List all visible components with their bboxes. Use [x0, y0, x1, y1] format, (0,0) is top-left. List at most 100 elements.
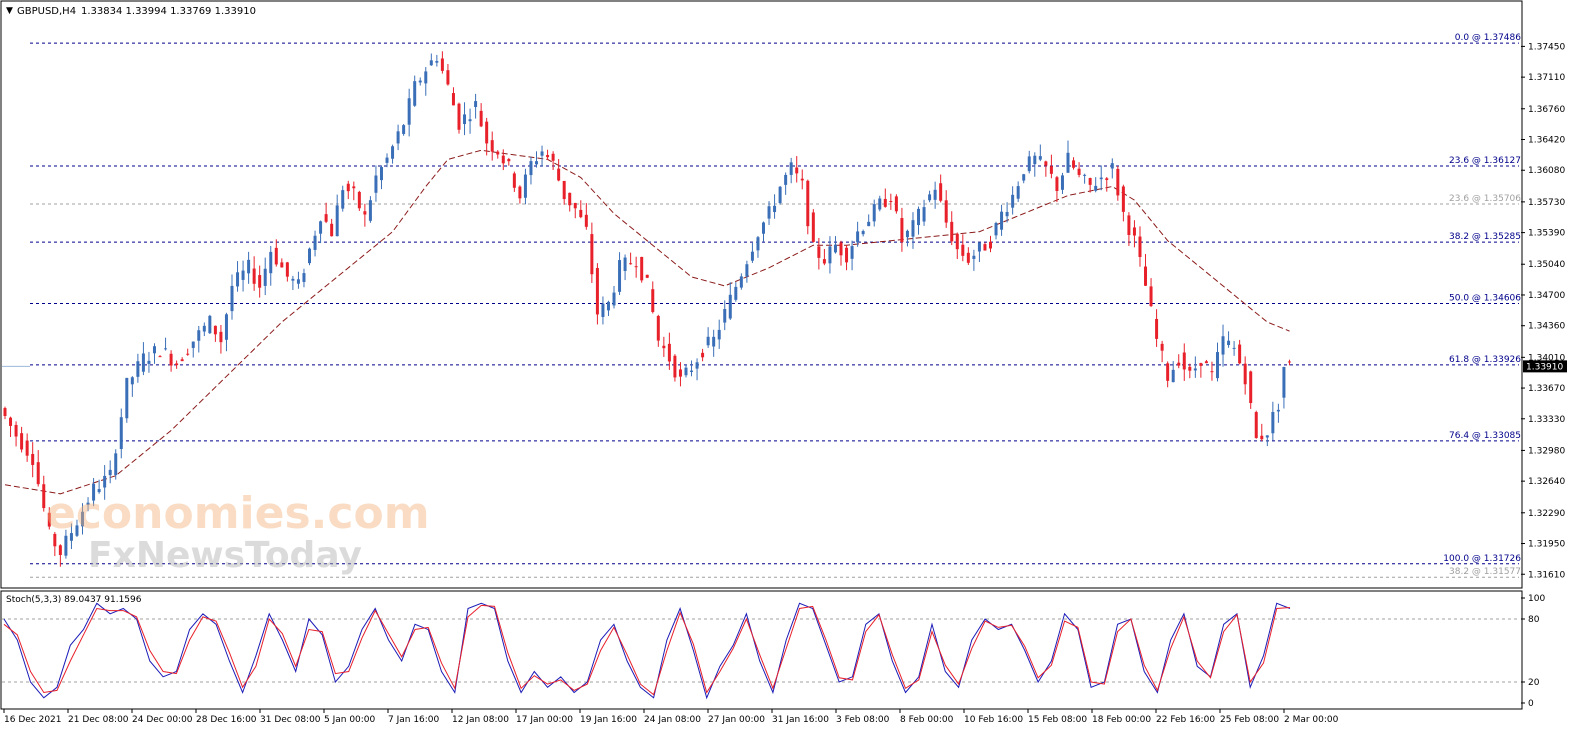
candle-body — [1055, 177, 1059, 191]
candle-body — [1083, 174, 1087, 176]
stochastic-axis-label: 80 — [1528, 615, 1540, 625]
candle-body — [1027, 156, 1031, 172]
header-arrow-icon[interactable]: ▼ — [6, 6, 13, 16]
candle-body — [662, 345, 666, 349]
candle-body — [1005, 211, 1009, 217]
time-axis-label: 18 Feb 00:00 — [1092, 715, 1151, 725]
candle-body — [158, 356, 162, 358]
candle-body — [1144, 266, 1148, 286]
time-axis-label: 3 Feb 08:00 — [836, 715, 890, 725]
candle-body — [164, 348, 168, 350]
candle-body — [961, 244, 965, 256]
candle-body — [197, 330, 201, 341]
candle-body — [1044, 161, 1048, 166]
candle-body — [1282, 366, 1286, 398]
candle-body — [950, 221, 954, 242]
candle-body — [258, 275, 262, 288]
candle-body — [1221, 336, 1225, 355]
candle-body — [872, 204, 876, 222]
fib-label: 50.0 @ 1.34606 — [1449, 293, 1521, 303]
candle-body — [1271, 412, 1275, 434]
candle-body — [839, 242, 843, 256]
time-axis-label: 8 Feb 00:00 — [900, 715, 954, 725]
candle-body — [557, 168, 561, 181]
time-axis-label: 24 Jan 08:00 — [644, 715, 701, 725]
candle-body — [236, 272, 240, 287]
candle-body — [678, 369, 682, 377]
candle-body — [568, 192, 572, 206]
candle-body — [800, 178, 804, 181]
candle-body — [1171, 369, 1175, 383]
candle-body — [1116, 168, 1120, 196]
candle-body — [429, 60, 433, 66]
candle-body — [551, 153, 555, 161]
price-panel-frame — [0, 0, 1523, 589]
fib-label: 38.2 @ 1.31577 — [1449, 567, 1521, 577]
candle-body — [25, 440, 29, 456]
candle-body — [346, 183, 350, 192]
fib-label: 61.8 @ 1.33926 — [1449, 355, 1521, 365]
stochastic-panel-frame — [0, 590, 1523, 710]
candle-body — [202, 325, 206, 332]
candle-body — [363, 211, 367, 215]
ohlc-values: 1.33834 1.33994 1.33769 1.33910 — [81, 6, 256, 17]
candle-body — [36, 462, 40, 485]
stochastic-axis-label: 0 — [1528, 699, 1534, 709]
candle-body — [119, 417, 123, 450]
candle-body — [673, 355, 677, 378]
candle-body — [684, 367, 688, 376]
candle-body — [407, 98, 411, 125]
candle-body — [1249, 371, 1253, 404]
candle-body — [706, 336, 710, 346]
watermark-fxnewstoday: FxNewsToday — [88, 535, 362, 576]
candle-body — [1254, 412, 1258, 438]
price-axis-label: 1.34360 — [1528, 322, 1565, 332]
candle-body — [81, 511, 85, 527]
candle-body — [629, 263, 633, 265]
candle-body — [175, 363, 179, 366]
watermark-economies: economies.com — [46, 488, 430, 539]
candle-body — [280, 262, 284, 268]
candle-body — [463, 114, 467, 125]
time-axis-label: 2 Mar 00:00 — [1284, 715, 1339, 725]
candle-body — [983, 244, 987, 251]
candle-body — [14, 424, 18, 437]
time-axis-label: 15 Feb 08:00 — [1028, 715, 1087, 725]
candle-body — [451, 93, 455, 106]
moving-average — [4, 149, 1290, 495]
time-axis-label: 7 Jan 16:00 — [388, 715, 440, 725]
candle-body — [723, 309, 727, 323]
candle-body — [1127, 215, 1131, 236]
stochastic-axis-label: 100 — [1528, 594, 1545, 604]
moving-average-line — [4, 149, 1290, 495]
candle-body — [1121, 186, 1125, 212]
candle-body — [507, 159, 511, 162]
candle-body — [856, 231, 860, 243]
price-axis-label: 1.37110 — [1528, 73, 1565, 83]
candle-body — [213, 325, 217, 335]
candle-body — [357, 191, 361, 209]
candle-body — [186, 353, 190, 355]
candle-body — [1072, 160, 1076, 168]
candle-body — [169, 353, 173, 366]
price-axis-label: 1.36760 — [1528, 105, 1565, 115]
candle-body — [391, 146, 395, 159]
candle-body — [734, 286, 738, 300]
candle-body — [523, 174, 527, 198]
candle-body — [313, 235, 317, 250]
price-axis-label: 1.35730 — [1528, 198, 1565, 208]
candle-body — [1077, 168, 1081, 175]
candle-body — [1105, 178, 1109, 180]
candle-body — [1238, 344, 1242, 364]
candlesticks — [3, 51, 1291, 567]
candle-body — [180, 359, 184, 362]
candle-body — [767, 206, 771, 219]
candle-body — [518, 186, 522, 199]
candle-body — [612, 292, 616, 306]
candle-body — [928, 194, 932, 201]
candle-body — [645, 274, 649, 278]
symbol-label: GBPUSD,H4 — [17, 6, 76, 17]
candle-body — [640, 256, 644, 281]
